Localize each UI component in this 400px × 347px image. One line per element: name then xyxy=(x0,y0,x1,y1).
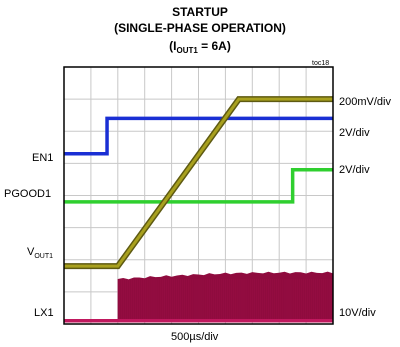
x-axis-label: 500µs/div xyxy=(171,331,219,343)
scale-label-pgood1: 2V/div xyxy=(339,164,370,176)
trace-label-lx1: LX1 xyxy=(34,307,54,319)
chart-title: STARTUP xyxy=(172,5,228,19)
trace-label-vout1: VOUT1 xyxy=(27,246,54,260)
trace-label-en1: EN1 xyxy=(32,152,54,164)
chart-id: toc18 xyxy=(312,60,330,67)
chart-condition: (IOUT1 = 6A) xyxy=(169,39,231,56)
scale-label-vout1: 200mV/div xyxy=(339,96,391,108)
trace-en1 xyxy=(64,116,333,156)
trace-label-pgood1: PGOOD1 xyxy=(4,188,52,200)
trace-pgood1 xyxy=(64,168,333,204)
trace-vout1 xyxy=(64,97,333,268)
chart-subtitle: (SINGLE-PHASE OPERATION) xyxy=(114,21,286,35)
scale-label-lx1: 10V/div xyxy=(339,307,376,319)
scale-label-en1: 2V/div xyxy=(339,127,370,139)
plot-frame xyxy=(63,66,334,325)
